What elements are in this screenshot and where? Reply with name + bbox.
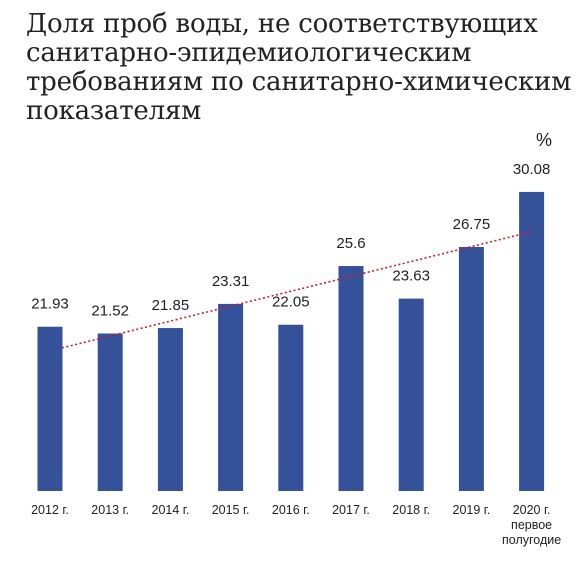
- value-label-8: 30.08: [513, 161, 551, 178]
- category-label-8-line-1: первое: [511, 518, 552, 532]
- value-label-5: 25.6: [336, 235, 365, 252]
- chart-title-line-1: Доля проб воды, не соответствующих: [26, 9, 538, 39]
- bar-6: [398, 298, 424, 491]
- category-label-3: 2015 г.: [212, 503, 250, 517]
- bar-1: [97, 333, 123, 491]
- value-label-7: 26.75: [453, 216, 491, 233]
- value-label-2: 21.85: [152, 297, 190, 314]
- value-label-1: 21.52: [91, 303, 129, 320]
- chart-title-line-3: требованиям по санитарно-химическим: [26, 67, 572, 97]
- bar-2: [157, 328, 183, 491]
- bar-5: [338, 266, 364, 491]
- category-label-7: 2019 г.: [453, 503, 491, 517]
- value-label-4: 22.05: [272, 294, 310, 311]
- unit-label: %: [536, 130, 553, 150]
- chart-title-line-2: санитарно-эпидемиологическим: [26, 38, 472, 68]
- chart-title: Доля проб воды, не соответствующих санит…: [26, 9, 572, 126]
- category-label-6: 2018 г.: [392, 503, 430, 517]
- category-label-8-line-2: полугодие: [502, 533, 561, 547]
- bar-7: [458, 246, 484, 491]
- category-label-2: 2014 г.: [152, 503, 190, 517]
- category-label-5: 2017 г.: [332, 503, 370, 517]
- category-label-4: 2016 г.: [272, 503, 310, 517]
- chart-title-line-4: показателям: [26, 96, 202, 126]
- bar-3: [218, 303, 244, 491]
- category-label-0: 2012 г.: [31, 503, 69, 517]
- value-label-3: 23.31: [212, 273, 250, 290]
- bar-8: [519, 191, 545, 491]
- category-label-1: 2013 г.: [91, 503, 129, 517]
- value-label-6: 23.63: [392, 268, 430, 285]
- value-label-0: 21.93: [31, 296, 69, 313]
- bar-0: [37, 326, 63, 491]
- bar-4: [278, 324, 304, 491]
- category-label-8: 2020 г.: [513, 503, 551, 517]
